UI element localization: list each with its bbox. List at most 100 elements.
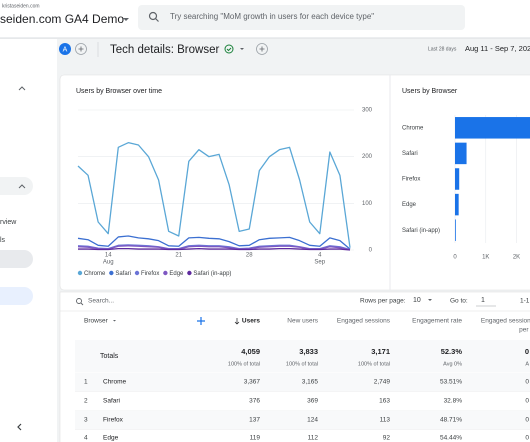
line-chart: Users by Browser over time 0 100 200 300 14Au… bbox=[76, 88, 373, 277]
totals-sub: Avg 0% bbox=[443, 361, 462, 367]
cell-value: 119 bbox=[250, 435, 261, 442]
rows-per-page[interactable]: 10 bbox=[413, 297, 421, 304]
sidebar-item-active[interactable] bbox=[0, 250, 33, 268]
column-header: per u bbox=[519, 327, 530, 334]
legend-label: Chrome bbox=[84, 271, 106, 277]
sidebar-item-selected[interactable] bbox=[0, 287, 33, 305]
cell-value: 92 bbox=[383, 435, 391, 442]
pagination: 1-1 bbox=[520, 298, 530, 305]
date-range[interactable]: Aug 11 - Sep 7, 2022 bbox=[465, 44, 530, 53]
y-tick-label: Firefox bbox=[402, 177, 420, 183]
add-comparison[interactable] bbox=[75, 43, 87, 55]
totals-sub: 100% of total bbox=[286, 361, 318, 367]
page-title: Tech details: Browser bbox=[110, 44, 219, 56]
legend-label: Safari bbox=[115, 271, 131, 277]
cell-value: 2,749 bbox=[374, 379, 391, 386]
chart-card bbox=[59, 74, 530, 291]
totals-label: Totals bbox=[100, 353, 119, 360]
row-index: 2 bbox=[84, 398, 88, 405]
add-button[interactable] bbox=[256, 43, 268, 55]
cell-value: 32.8% bbox=[444, 398, 463, 405]
search-placeholder: Try searching "MoM growth in users for e… bbox=[170, 12, 374, 21]
property-name[interactable]: seiden.com GA4 Demo bbox=[0, 12, 124, 26]
cell-value: 53.51% bbox=[440, 379, 462, 386]
property-caret[interactable] bbox=[123, 18, 129, 21]
row-bg bbox=[75, 410, 530, 430]
search-icon-handle bbox=[80, 302, 84, 306]
series-line bbox=[77, 235, 351, 250]
y-tick-label: Safari bbox=[402, 151, 418, 157]
sidebar-item[interactable]: ls bbox=[0, 237, 6, 244]
column-header: Engagement rate bbox=[412, 318, 462, 325]
row-browser[interactable]: Firefox bbox=[103, 417, 124, 424]
cell-value: 54.44% bbox=[440, 435, 462, 442]
site-name: kristaseiden.com bbox=[2, 3, 40, 9]
legend-swatch bbox=[187, 270, 192, 276]
totals-value: 3,833 bbox=[299, 347, 318, 356]
x-tick-label: 0 bbox=[453, 255, 457, 261]
avatar-letter: A bbox=[63, 46, 68, 53]
column-header: Users bbox=[242, 318, 260, 325]
x-tick-label: 1K bbox=[482, 255, 489, 261]
column-header: New users bbox=[287, 318, 318, 325]
row-index: 1 bbox=[84, 379, 88, 386]
legend-label: Edge bbox=[169, 271, 184, 277]
column-header: Engaged sessions bbox=[337, 318, 391, 325]
go-to[interactable]: 1 bbox=[481, 297, 485, 304]
cell-value: 0 bbox=[525, 417, 529, 424]
plus bbox=[78, 46, 84, 52]
sidebar bbox=[0, 39, 57, 442]
totals-sub: 100% of total bbox=[358, 361, 390, 367]
dimension-header: Browser bbox=[84, 318, 109, 325]
cell-value: 0 bbox=[525, 435, 529, 442]
y-tick-label: 200 bbox=[362, 154, 373, 160]
search-icon bbox=[148, 11, 158, 21]
y-tick-label: 0 bbox=[369, 248, 373, 254]
row-bg bbox=[75, 372, 530, 392]
chart-title: Users by Browser over time bbox=[76, 88, 162, 95]
x-tick-month: Aug bbox=[103, 260, 114, 266]
cell-value: 163 bbox=[379, 398, 390, 405]
bar bbox=[455, 168, 460, 190]
legend-swatch bbox=[109, 270, 114, 276]
cell-value: 369 bbox=[307, 398, 318, 405]
search-box[interactable] bbox=[138, 5, 465, 30]
series-line bbox=[77, 142, 351, 248]
legend-swatch bbox=[163, 270, 168, 276]
row-browser[interactable]: Edge bbox=[103, 435, 119, 442]
column-header: Engaged sessions bbox=[481, 318, 530, 325]
title-caret[interactable] bbox=[240, 48, 244, 50]
x-tick-label: 21 bbox=[175, 253, 182, 259]
rows-caret bbox=[428, 299, 432, 301]
sidebar-section[interactable] bbox=[0, 177, 33, 195]
row-browser[interactable]: Chrome bbox=[103, 379, 127, 386]
collapse-icon[interactable] bbox=[17, 423, 22, 431]
totals-value: 0 bbox=[525, 347, 529, 356]
cell-value: 0 bbox=[525, 379, 529, 386]
row-browser[interactable]: Safari bbox=[103, 398, 120, 405]
x-tick-label: 28 bbox=[246, 253, 253, 259]
legend-swatch bbox=[134, 270, 140, 276]
cell-value: 376 bbox=[249, 398, 260, 405]
y-tick-label: Safari (in-app) bbox=[402, 228, 440, 234]
avatar[interactable] bbox=[59, 43, 71, 55]
totals-value: 52.3% bbox=[441, 347, 463, 356]
y-tick-label: 100 bbox=[362, 201, 373, 207]
sidebar-caret[interactable] bbox=[18, 184, 26, 189]
totals-sub: 100% of total bbox=[228, 361, 260, 367]
totals-sub: A bbox=[525, 361, 529, 367]
sort-arrow bbox=[234, 318, 240, 325]
sidebar-item[interactable]: rview bbox=[0, 219, 17, 226]
bar bbox=[455, 117, 530, 139]
y-tick-label: 300 bbox=[362, 108, 373, 114]
data-table: Search... Rows per page: 10 Go to: 1 1-1Brows… bbox=[60, 297, 530, 442]
x-tick-month: Sep bbox=[314, 260, 325, 266]
row-index: 4 bbox=[84, 435, 88, 442]
legend-label: Firefox bbox=[141, 271, 159, 277]
date-label: Last 28 days bbox=[428, 46, 457, 52]
table-search[interactable]: Search... bbox=[88, 298, 114, 305]
sidebar-caret[interactable] bbox=[18, 86, 26, 91]
cell-value: 124 bbox=[307, 417, 318, 424]
